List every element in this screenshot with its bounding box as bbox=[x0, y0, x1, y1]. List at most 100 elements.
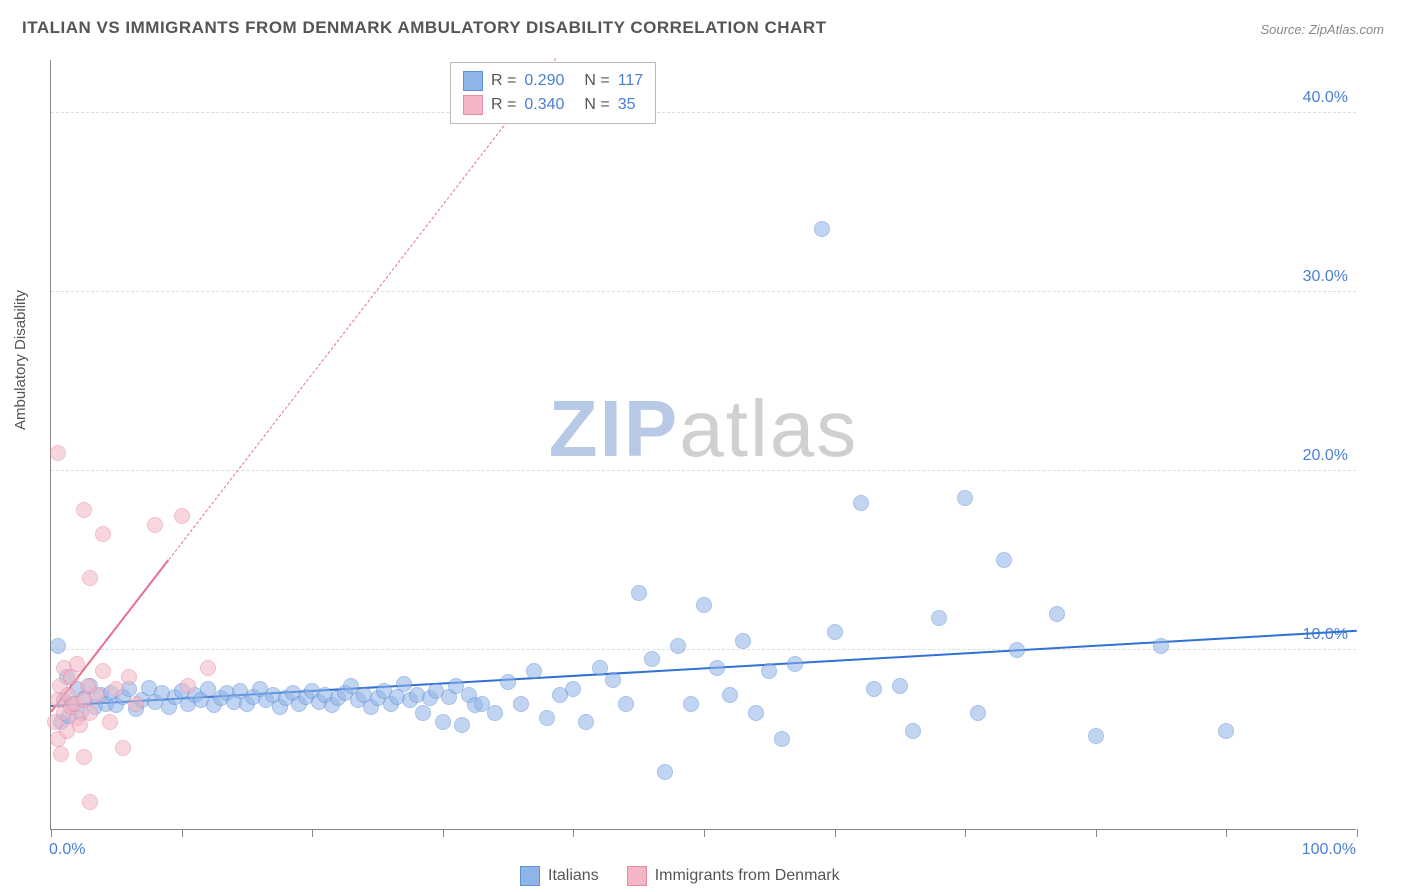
watermark-atlas: atlas bbox=[679, 384, 858, 473]
legend-swatch bbox=[463, 71, 483, 91]
scatter-plot-area: ZIPatlas 10.0%20.0%30.0%40.0%0.0%100.0% bbox=[50, 60, 1356, 830]
data-point bbox=[892, 678, 908, 694]
data-point bbox=[644, 651, 660, 667]
data-point bbox=[787, 656, 803, 672]
trend-line bbox=[168, 58, 556, 560]
x-tick bbox=[182, 829, 183, 837]
y-tick-label: 10.0% bbox=[1303, 626, 1348, 644]
watermark: ZIPatlas bbox=[549, 383, 858, 475]
data-point bbox=[774, 731, 790, 747]
x-tick bbox=[312, 829, 313, 837]
data-point bbox=[1088, 728, 1104, 744]
data-point bbox=[1049, 606, 1065, 622]
data-point bbox=[435, 714, 451, 730]
correlation-legend: R = 0.290N = 117R = 0.340 N = 35 bbox=[450, 62, 656, 124]
data-point bbox=[128, 696, 144, 712]
data-point bbox=[565, 681, 581, 697]
data-point bbox=[82, 705, 98, 721]
source-attribution: Source: ZipAtlas.com bbox=[1260, 22, 1384, 37]
y-tick-label: 20.0% bbox=[1303, 447, 1348, 465]
x-tick bbox=[835, 829, 836, 837]
gridline bbox=[51, 112, 1356, 113]
legend-swatch bbox=[520, 866, 540, 886]
legend-item: Italians bbox=[520, 866, 599, 886]
data-point bbox=[748, 705, 764, 721]
data-point bbox=[50, 638, 66, 654]
data-point bbox=[578, 714, 594, 730]
legend-item: Immigrants from Denmark bbox=[627, 866, 840, 886]
data-point bbox=[1153, 638, 1169, 654]
gridline bbox=[51, 291, 1356, 292]
data-point bbox=[53, 746, 69, 762]
data-point bbox=[121, 669, 137, 685]
data-point bbox=[827, 624, 843, 640]
series-legend: Italians Immigrants from Denmark bbox=[520, 866, 858, 886]
data-point bbox=[618, 696, 634, 712]
data-point bbox=[108, 681, 124, 697]
data-point bbox=[631, 585, 647, 601]
legend-series-name: Immigrants from Denmark bbox=[655, 867, 840, 885]
x-tick bbox=[51, 829, 52, 837]
data-point bbox=[180, 678, 196, 694]
x-tick bbox=[965, 829, 966, 837]
data-point bbox=[500, 674, 516, 690]
legend-r-label: R = bbox=[491, 93, 516, 117]
data-point bbox=[853, 495, 869, 511]
data-point bbox=[82, 570, 98, 586]
data-point bbox=[814, 221, 830, 237]
data-point bbox=[102, 714, 118, 730]
chart-title: ITALIAN VS IMMIGRANTS FROM DENMARK AMBUL… bbox=[22, 18, 827, 38]
x-tick bbox=[704, 829, 705, 837]
x-tick bbox=[573, 829, 574, 837]
data-point bbox=[1218, 723, 1234, 739]
data-point bbox=[605, 672, 621, 688]
x-tick bbox=[1357, 829, 1358, 837]
data-point bbox=[76, 749, 92, 765]
data-point bbox=[866, 681, 882, 697]
legend-row: R = 0.340 N = 35 bbox=[463, 93, 643, 117]
data-point bbox=[415, 705, 431, 721]
x-tick bbox=[443, 829, 444, 837]
data-point bbox=[539, 710, 555, 726]
data-point bbox=[50, 445, 66, 461]
data-point bbox=[454, 717, 470, 733]
data-point bbox=[69, 656, 85, 672]
x-min-label: 0.0% bbox=[49, 841, 85, 859]
data-point bbox=[683, 696, 699, 712]
data-point bbox=[709, 660, 725, 676]
legend-r-value: 0.340 bbox=[524, 93, 576, 117]
data-point bbox=[905, 723, 921, 739]
legend-r-value: 0.290 bbox=[524, 69, 576, 93]
data-point bbox=[957, 490, 973, 506]
legend-swatch bbox=[463, 95, 483, 115]
data-point bbox=[996, 552, 1012, 568]
data-point bbox=[89, 687, 105, 703]
data-point bbox=[735, 633, 751, 649]
data-point bbox=[931, 610, 947, 626]
data-point bbox=[722, 687, 738, 703]
y-axis-label: Ambulatory Disability bbox=[12, 290, 29, 430]
watermark-zip: ZIP bbox=[549, 384, 679, 473]
data-point bbox=[147, 517, 163, 533]
data-point bbox=[670, 638, 686, 654]
data-point bbox=[95, 663, 111, 679]
x-tick bbox=[1226, 829, 1227, 837]
data-point bbox=[95, 526, 111, 542]
data-point bbox=[76, 502, 92, 518]
data-point bbox=[487, 705, 503, 721]
legend-swatch bbox=[627, 866, 647, 886]
data-point bbox=[115, 740, 131, 756]
data-point bbox=[82, 794, 98, 810]
data-point bbox=[657, 764, 673, 780]
y-tick-label: 30.0% bbox=[1303, 268, 1348, 286]
legend-n-label: N = bbox=[584, 93, 609, 117]
x-tick bbox=[1096, 829, 1097, 837]
legend-row: R = 0.290N = 117 bbox=[463, 69, 643, 93]
legend-n-value: 35 bbox=[618, 93, 636, 117]
data-point bbox=[592, 660, 608, 676]
data-point bbox=[1009, 642, 1025, 658]
x-max-label: 100.0% bbox=[1302, 841, 1356, 859]
legend-series-name: Italians bbox=[548, 867, 599, 885]
data-point bbox=[526, 663, 542, 679]
data-point bbox=[761, 663, 777, 679]
